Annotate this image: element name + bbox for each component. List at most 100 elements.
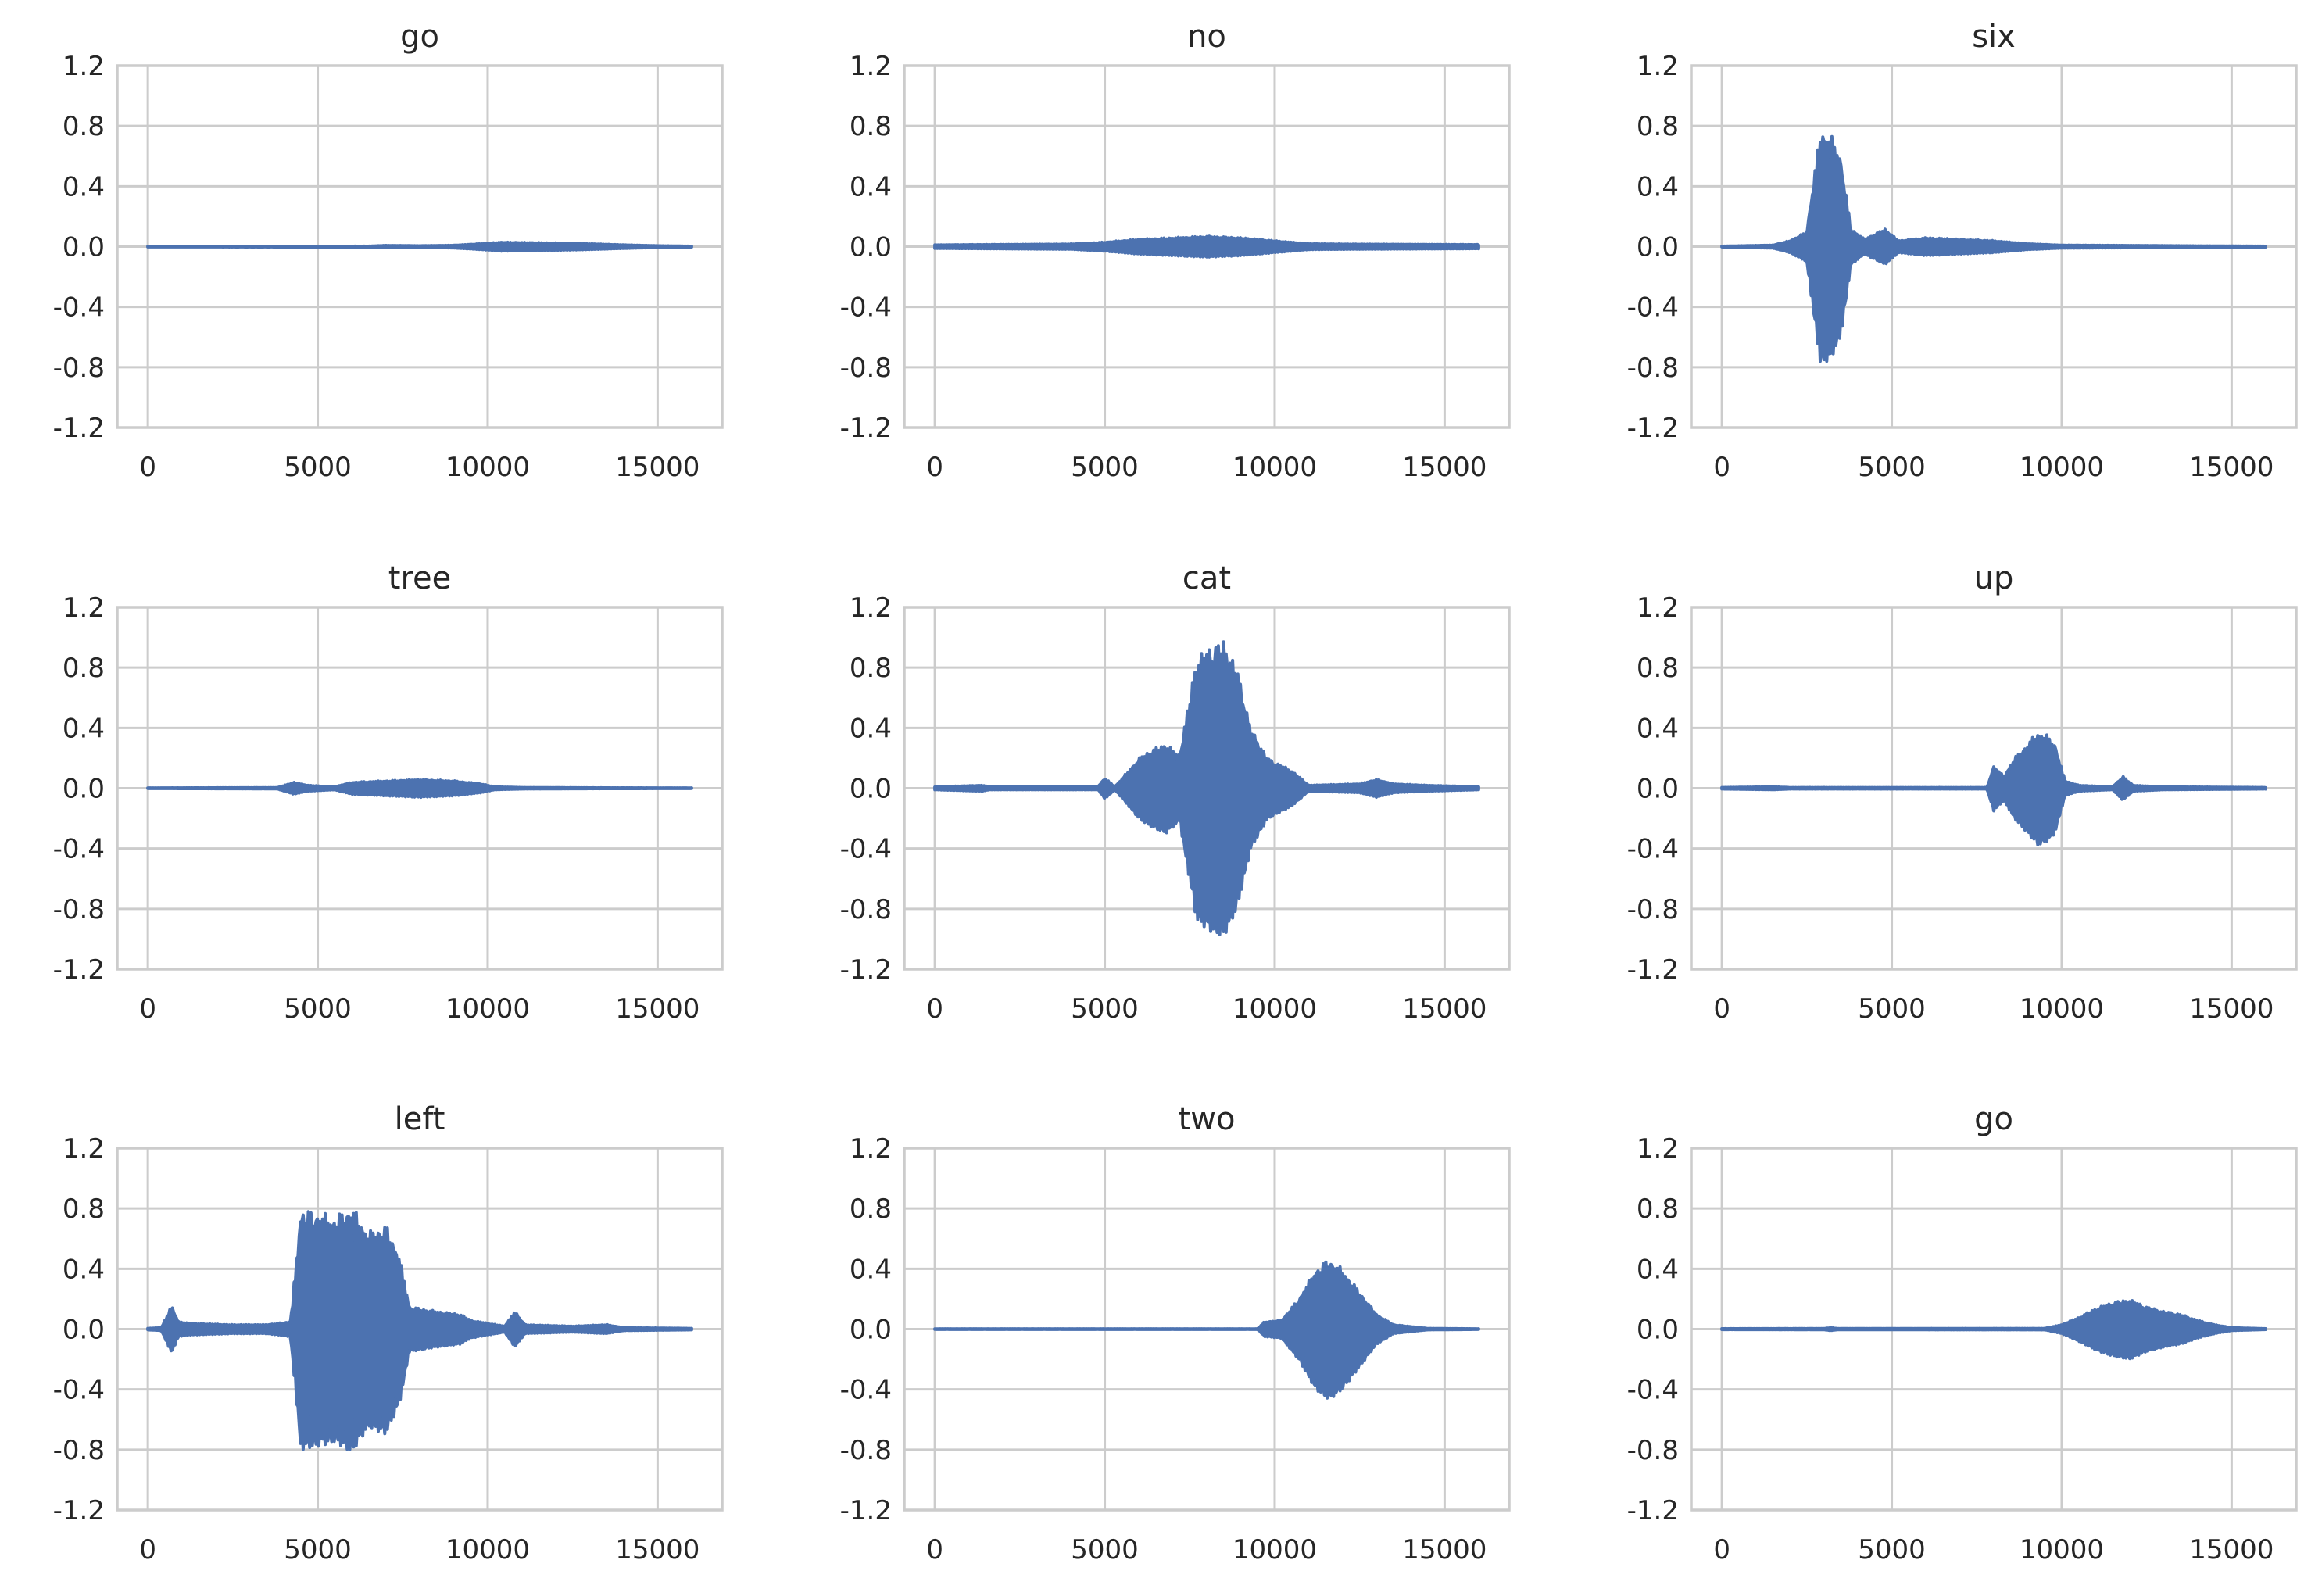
subplot-4: 0 5000 10000 15000 1.2 0.8 0.4 0.0 -0.4 -0.8 -1.2 t… [53,560,724,1025]
y-tick-label: -0.4 [1627,292,1679,324]
plot-frame [116,64,724,429]
y-tick-label: -0.8 [53,1435,105,1466]
x-tick-label: 0 [139,993,156,1025]
y-tick-label: 0.8 [850,1193,892,1225]
plot-frame [116,606,724,971]
waveform-line [1720,134,2267,363]
waveform-line [146,778,693,799]
waveform-line [146,1210,693,1451]
y-tick-label: -0.4 [1627,834,1679,865]
x-tick-label: 10000 [2020,1534,2104,1566]
plot-frame [903,606,1511,971]
waveform-line [933,1260,1480,1400]
x-tick-label: 10000 [445,1534,530,1566]
subplot-title: tree [388,560,451,596]
x-tick-label: 0 [926,1534,943,1566]
y-tick-label: -0.8 [840,894,892,925]
y-tick-label: 1.2 [63,1133,105,1165]
waveform-line [1720,733,2267,846]
x-tick-label: 0 [139,452,156,483]
x-tick-label: 5000 [1858,452,1926,483]
y-tick-label: 0.4 [850,1254,892,1285]
y-tick-label: 0.8 [1637,111,1679,142]
y-tick-label: 0.8 [1637,1193,1679,1225]
x-tick-label: 0 [1713,452,1730,483]
plot-frame [903,64,1511,429]
y-tick-label: -1.2 [53,1495,105,1526]
x-tick-label: 0 [926,993,943,1025]
x-tick-label: 5000 [284,452,352,483]
x-tick-label: 15000 [615,452,699,483]
y-tick-label: 0.4 [1637,1254,1679,1285]
plot-frame [1690,606,2298,971]
y-tick-label: 0.4 [1637,713,1679,744]
y-tick-label: 1.2 [850,592,892,624]
x-tick-label: 10000 [1233,993,1317,1025]
y-tick-label: 0.0 [1637,1315,1679,1346]
x-tick-label: 5000 [1071,452,1139,483]
subplot-title: six [1972,19,2016,55]
y-tick-label: 0.0 [63,232,105,263]
x-tick-label: 5000 [1858,1534,1926,1566]
y-tick-label: -1.2 [840,1495,892,1526]
y-tick-label: -1.2 [1627,413,1679,444]
y-tick-label: -0.4 [53,834,105,865]
plot-frame [116,1147,724,1512]
y-tick-label: 1.2 [850,51,892,82]
x-tick-label: 5000 [284,1534,352,1566]
y-tick-label: 0.4 [850,713,892,744]
x-tick-label: 0 [926,452,943,483]
y-tick-label: 0.0 [63,1315,105,1346]
x-tick-label: 15000 [1402,993,1487,1025]
x-tick-label: 15000 [615,1534,699,1566]
y-tick-label: -0.8 [53,352,105,384]
x-tick-label: 15000 [2189,993,2274,1025]
y-tick-label: 0.4 [850,171,892,202]
x-tick-label: 15000 [1402,1534,1487,1566]
subplot-5: 0 5000 10000 15000 1.2 0.8 0.4 0.0 -0.4 -0.8 -1.2 c… [840,560,1511,1025]
plot-frame [1690,64,2298,429]
y-tick-label: 1.2 [63,592,105,624]
x-tick-label: 5000 [1071,1534,1139,1566]
y-tick-label: -0.8 [1627,894,1679,925]
y-tick-label: -0.4 [840,292,892,324]
y-tick-label: -1.2 [1627,954,1679,986]
y-tick-label: -1.2 [840,413,892,444]
y-tick-label: 0.4 [63,713,105,744]
x-tick-label: 15000 [2189,452,2274,483]
x-tick-label: 10000 [2020,993,2104,1025]
x-tick-label: 15000 [1402,452,1487,483]
y-tick-label: -1.2 [840,954,892,986]
subplot-6: 0 5000 10000 15000 1.2 0.8 0.4 0.0 -0.4 -0.8 -1.2 u… [1627,560,2298,1025]
y-tick-label: 1.2 [1637,592,1679,624]
y-tick-label: 0.0 [850,1315,892,1346]
y-tick-label: -0.4 [840,834,892,865]
waveform-line [1720,1299,2267,1361]
x-tick-label: 10000 [1233,452,1317,483]
y-tick-label: 0.8 [850,653,892,684]
y-tick-label: -1.2 [1627,1495,1679,1526]
plot-frame [1690,1147,2298,1512]
subplot-title: cat [1182,560,1231,596]
y-tick-label: 0.4 [1637,171,1679,202]
subplot-1: 0 5000 10000 15000 1.2 0.8 0.4 0.0 -0.4 -0.8 -1.2 g… [53,19,724,483]
subplot-7: 0 5000 10000 15000 1.2 0.8 0.4 0.0 -0.4 -0.8 -1.2 l… [53,1101,724,1566]
subplot-title: no [1187,19,1226,55]
y-tick-label: 1.2 [1637,51,1679,82]
y-tick-label: -0.4 [1627,1375,1679,1406]
subplot-8: 0 5000 10000 15000 1.2 0.8 0.4 0.0 -0.4 -0.8 -1.2 t… [840,1101,1511,1566]
y-tick-label: 1.2 [63,51,105,82]
x-tick-label: 15000 [615,993,699,1025]
x-tick-label: 0 [1713,1534,1730,1566]
y-tick-label: -1.2 [53,413,105,444]
subplot-title: two [1179,1101,1236,1137]
subplot-2: 0 5000 10000 15000 1.2 0.8 0.4 0.0 -0.4 -0.8 -1.2 n… [840,19,1511,483]
x-tick-label: 5000 [284,993,352,1025]
waveform-line [933,234,1480,259]
y-tick-label: 0.8 [63,653,105,684]
y-tick-label: 0.8 [63,111,105,142]
subplot-title: go [1974,1101,2013,1137]
x-tick-label: 10000 [2020,452,2104,483]
x-tick-label: 0 [139,1534,156,1566]
